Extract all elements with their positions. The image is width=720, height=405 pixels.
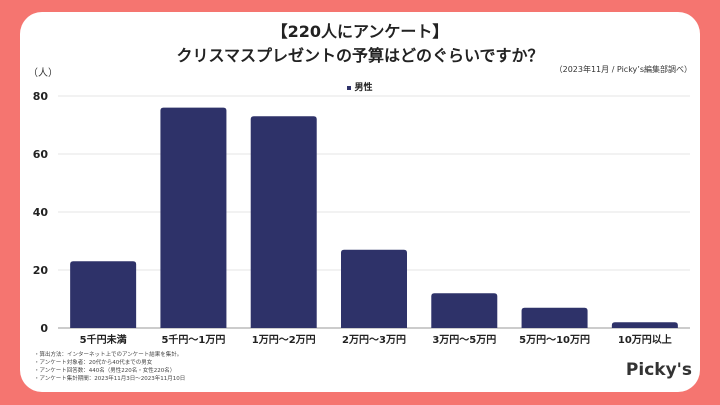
chart-subtitle: クリスマスプレゼントの予算はどのぐらいですか？ [176,46,544,65]
x-tick-label: 10万円以上 [618,333,672,346]
y-tick-label: 0 [40,322,48,335]
legend-label: 男性 [354,83,373,93]
survey-notes: ・算出方法：インターネット上でのアンケート結果を集計。 ・アンケート対象者：20… [34,351,185,383]
bar [341,249,407,328]
y-tick-label: 80 [33,90,49,103]
source-note: （2023年11月 / Picky’s編集部調べ） [554,65,692,74]
note: ・アンケート回答数：440名（男性220名・女性220名） [34,368,176,374]
legend-swatch [347,85,352,90]
y-tick-label: 20 [33,264,49,277]
bar [160,107,227,328]
y-tick-label: 60 [33,148,49,161]
bar [611,322,678,328]
x-tick-label: 1万円〜2万円 [252,334,316,346]
bar [70,261,137,328]
note: ・アンケート対象者：20代から40代までの男女 [34,360,153,366]
y-tick-label: 40 [33,206,49,219]
x-tick-label: 3万円〜5万円 [432,334,496,346]
legend: 男性 [0,80,720,93]
picky-logo: Picky's [625,360,692,380]
note: ・算出方法：インターネット上でのアンケート結果を集計。 [34,352,183,358]
chart-title: 【220人にアンケート】 [271,22,449,41]
bar [431,293,498,328]
chart-card [20,12,700,392]
x-tick-label: 2万円〜3万円 [342,334,406,346]
note: ・アンケート集計期間：2023年11月3日〜2023年11月10日 [34,376,186,382]
bar [521,307,588,328]
x-tick-label: 5万円〜10万円 [519,334,590,346]
x-tick-label: 5千円未満 [80,333,127,346]
bar [250,116,317,328]
x-tick-label: 5千円〜1万円 [161,333,225,346]
y-axis-unit: （人） [28,68,58,79]
